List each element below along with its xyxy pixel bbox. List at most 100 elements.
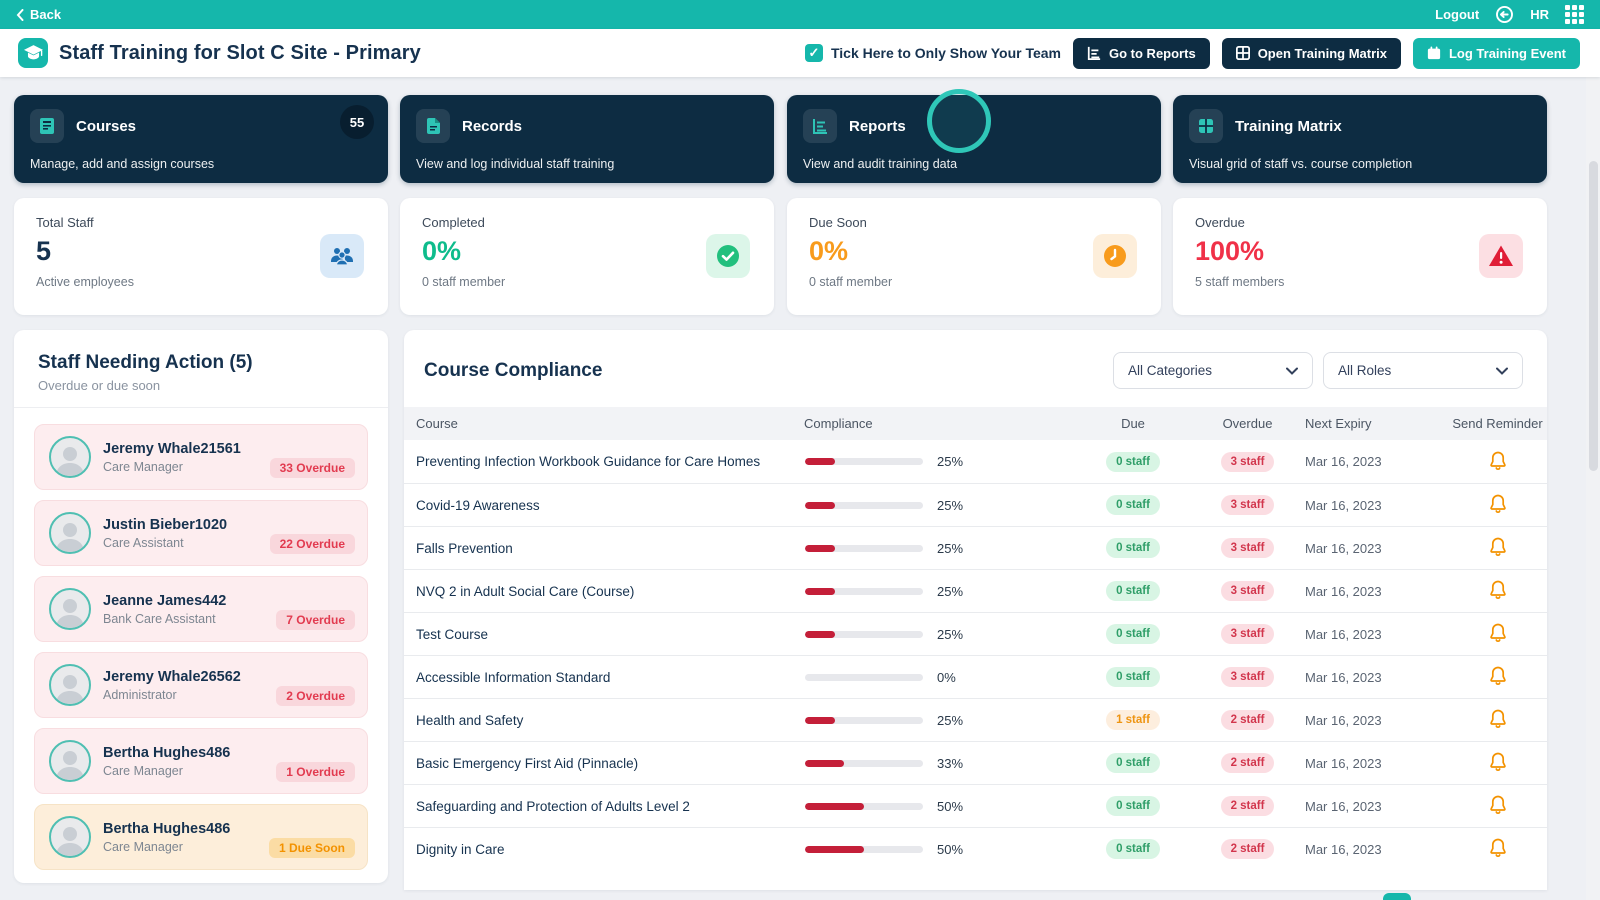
nav-card-records[interactable]: Records View and log individual staff tr… <box>400 95 774 183</box>
compliance-bar-fill <box>805 759 844 767</box>
show-your-team-checkbox[interactable]: ✓ Tick Here to Only Show Your Team <box>804 44 1061 62</box>
nav-card-training-matrix[interactable]: Training Matrix Visual grid of staff vs.… <box>1173 95 1547 183</box>
staff-name: Justin Bieber1020 <box>103 516 228 533</box>
compliance-percent: 50% <box>937 798 964 814</box>
apps-grid-icon[interactable] <box>1565 5 1584 24</box>
due-cell: 0 staff <box>1076 495 1190 515</box>
back-button[interactable]: Back <box>16 7 61 22</box>
clock-icon <box>1093 234 1137 278</box>
compliance-bar-fill <box>805 458 835 465</box>
next-expiry-date: Mar 16, 2023 <box>1305 798 1382 814</box>
staff-list-item[interactable]: Justin Bieber1020 Care Assistant 22 Overdu… <box>34 500 368 566</box>
logout-button[interactable]: Logout <box>1435 7 1480 22</box>
category-filter-select[interactable]: All Categories <box>1113 352 1313 389</box>
send-reminder-button[interactable] <box>1486 706 1510 734</box>
bell-icon <box>1489 623 1506 643</box>
staff-list-item[interactable]: Jeremy Whale26562 Administrator 2 Overdue <box>34 652 368 718</box>
due-badge: 1 staff <box>1106 710 1160 730</box>
avatar <box>49 816 91 858</box>
compliance-bar-fill <box>805 587 835 595</box>
go-to-reports-button[interactable]: Go to Reports <box>1073 37 1210 69</box>
nav-card-title: Training Matrix <box>1235 117 1342 135</box>
send-reminder-button[interactable] <box>1486 792 1510 820</box>
nav-card-reports[interactable]: Reports View and audit training data <box>787 89 1161 183</box>
send-reminder-button[interactable] <box>1486 577 1510 605</box>
column-header-send-reminder: Send Reminder <box>1452 416 1543 431</box>
chevron-left-icon <box>16 8 24 21</box>
compliance-bar <box>805 845 923 853</box>
log-training-event-button[interactable]: Log Training Event <box>1412 37 1580 69</box>
course-name[interactable]: NVQ 2 in Adult Social Care (Course) <box>416 583 635 599</box>
course-name[interactable]: Preventing Infection Workbook Guidance f… <box>416 454 761 469</box>
table-row: Test Course 25% 0 staff 3 staff Mar 16, 2023 <box>404 612 1547 655</box>
next-expiry-date: Mar 16, 2023 <box>1305 712 1382 728</box>
send-reminder-button[interactable] <box>1486 448 1510 476</box>
scrollbar-track[interactable] <box>1586 77 1600 900</box>
overdue-cell: 2 staff <box>1190 753 1305 773</box>
course-name[interactable]: Test Course <box>416 626 489 642</box>
checkbox-checked-icon[interactable]: ✓ <box>804 44 823 62</box>
staff-list-item[interactable]: Jeremy Whale21561 Care Manager 33 Overdue <box>34 424 368 490</box>
column-header-overdue: Overdue <box>1222 416 1273 431</box>
send-reminder-button[interactable] <box>1486 663 1510 691</box>
reminder-cell <box>1450 706 1545 734</box>
logout-icon[interactable] <box>1495 5 1514 24</box>
course-name[interactable]: Safeguarding and Protection of Adults Le… <box>416 798 690 814</box>
avatar <box>49 664 91 706</box>
bell-icon <box>1489 752 1506 772</box>
avatar <box>49 512 91 554</box>
role-filter-select[interactable]: All Roles <box>1323 352 1523 389</box>
course-name[interactable]: Covid-19 Awareness <box>416 497 540 513</box>
staff-role: Care Manager <box>103 763 183 778</box>
staff-list-item[interactable]: Bertha Hughes486 Care Manager 1 Overdue <box>34 728 368 794</box>
org-label[interactable]: HR <box>1530 7 1549 22</box>
open-training-matrix-label: Open Training Matrix <box>1257 45 1387 61</box>
log-training-event-label: Log Training Event <box>1448 45 1566 61</box>
compliance-table-header: Course Compliance Due Overdue Next Expir… <box>404 407 1547 440</box>
compliance-bar-fill <box>805 845 864 853</box>
send-reminder-button[interactable] <box>1486 620 1510 648</box>
staff-panel-subtitle: Overdue or due soon <box>38 378 161 393</box>
overdue-badge: 3 staff <box>1220 667 1275 687</box>
compliance-bar-fill <box>805 501 835 509</box>
due-badge: 0 staff <box>1106 796 1160 816</box>
course-name[interactable]: Falls Prevention <box>416 540 513 556</box>
staff-role: Care Assistant <box>103 535 184 550</box>
due-badge: 0 staff <box>1106 451 1160 472</box>
stat-subtext: 0 staff member <box>809 275 893 289</box>
staff-list-item[interactable]: Bertha Hughes486 Care Manager 1 Due Soon <box>34 804 368 870</box>
send-reminder-button[interactable] <box>1486 835 1510 863</box>
staff-status-badge: 22 Overdue <box>269 534 355 554</box>
bell-icon <box>1489 494 1506 514</box>
go-to-reports-label: Go to Reports <box>1109 45 1196 61</box>
next-expiry-date: Mar 16, 2023 <box>1305 669 1382 685</box>
staff-role: Care Manager <box>103 459 183 474</box>
open-training-matrix-button[interactable]: Open Training Matrix <box>1221 37 1401 69</box>
nav-card-courses[interactable]: Courses 55 Manage, add and assign course… <box>14 95 388 183</box>
column-header-course: Course <box>416 416 458 431</box>
courses-count-badge: 55 <box>340 105 374 139</box>
compliance-table-body: Preventing Infection Workbook Guidance f… <box>404 440 1547 870</box>
send-reminder-button[interactable] <box>1486 491 1510 519</box>
stat-subtext: 0 staff member <box>422 275 506 289</box>
course-name[interactable]: Basic Emergency First Aid (Pinnacle) <box>416 755 639 771</box>
compliance-bar-fill <box>805 630 835 638</box>
send-reminder-button[interactable] <box>1486 749 1510 777</box>
send-reminder-button[interactable] <box>1486 534 1510 562</box>
bell-icon <box>1489 838 1506 858</box>
staff-info: Jeremy Whale21561 Care Manager <box>103 441 241 474</box>
overdue-badge: 3 staff <box>1220 624 1275 644</box>
staff-status-badge: 2 Overdue <box>276 686 355 706</box>
course-name[interactable]: Dignity in Care <box>416 841 505 857</box>
staff-role: Administrator <box>103 687 177 702</box>
graduation-cap-icon <box>18 38 48 68</box>
scrollbar-thumb[interactable] <box>1589 161 1598 471</box>
compliance-percent: 25% <box>937 583 964 599</box>
compliance-bar-fill <box>805 544 835 552</box>
course-name[interactable]: Health and Safety <box>416 712 524 728</box>
avatar <box>49 740 91 782</box>
staff-list-item[interactable]: Jeanne James442 Bank Care Assistant 7 Over… <box>34 576 368 642</box>
staff-name: Jeremy Whale21561 <box>103 440 241 457</box>
partial-bottom-element[interactable] <box>1383 893 1411 900</box>
course-name[interactable]: Accessible Information Standard <box>416 669 611 685</box>
